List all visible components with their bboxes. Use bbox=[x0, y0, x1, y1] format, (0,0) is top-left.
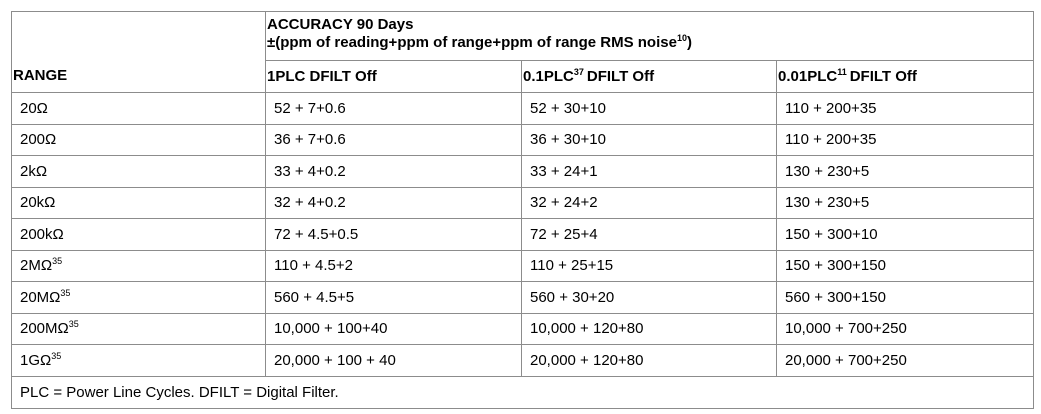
range-cell: 1GΩ35 bbox=[11, 344, 266, 377]
table-row: 200kΩ 72 + 4.5+0.5 72 + 25+4 150 + 300+10 bbox=[11, 218, 1035, 251]
value-cell: 32 + 4+0.2 bbox=[265, 186, 522, 219]
table-row: 1GΩ35 20,000 + 100 + 40 20,000 + 120+80 20,… bbox=[11, 344, 1035, 377]
value-cell: 10,000 + 120+80 bbox=[521, 312, 777, 345]
value-cell: 130 + 230+5 bbox=[775, 155, 1035, 188]
table-row: 200MΩ35 10,000 + 100+40 10,000 + 120+80 10,… bbox=[11, 312, 1035, 345]
value-cell: 52 + 30+10 bbox=[521, 92, 777, 125]
table-row: 20kΩ 32 + 4+0.2 32 + 24+2 130 + 230+5 bbox=[11, 186, 1035, 219]
value-cell: 72 + 4.5+0.5 bbox=[265, 218, 522, 251]
value-cell: 72 + 25+4 bbox=[521, 218, 777, 251]
range-header: RANGE bbox=[11, 11, 266, 93]
value-cell: 33 + 24+1 bbox=[521, 155, 777, 188]
value-cell: 110 + 25+15 bbox=[521, 249, 777, 282]
value-cell: 560 + 4.5+5 bbox=[265, 281, 522, 314]
accuracy-spec-table: RANGE ACCURACY 90 Days ±(ppm of reading+… bbox=[10, 11, 1035, 409]
table-row: 2kΩ 33 + 4+0.2 33 + 24+1 130 + 230+5 bbox=[11, 155, 1035, 188]
value-cell: 110 + 200+35 bbox=[775, 123, 1035, 156]
value-cell: 560 + 300+150 bbox=[775, 281, 1035, 314]
value-cell: 36 + 30+10 bbox=[521, 123, 777, 156]
value-cell: 52 + 7+0.6 bbox=[265, 92, 522, 125]
footnote-row: PLC = Power Line Cycles. DFILT = Digital… bbox=[10, 375, 1035, 409]
range-cell: 200kΩ bbox=[11, 218, 266, 251]
range-cell: 20Ω bbox=[11, 92, 266, 125]
column-header-0-01plc: 0.01PLC11 DFILT Off bbox=[775, 60, 1035, 93]
table-row: 20MΩ35 560 + 4.5+5 560 + 30+20 560 + 300+15… bbox=[11, 281, 1035, 314]
value-cell: 10,000 + 700+250 bbox=[775, 312, 1035, 345]
range-cell: 20kΩ bbox=[11, 186, 266, 219]
value-cell: 150 + 300+150 bbox=[775, 249, 1035, 282]
value-cell: 20,000 + 100 + 40 bbox=[265, 344, 522, 377]
value-cell: 32 + 24+2 bbox=[521, 186, 777, 219]
column-header-1plc: 1PLC DFILT Off bbox=[265, 60, 522, 93]
table-row: 200Ω 36 + 7+0.6 36 + 30+10 110 + 200+35 bbox=[11, 123, 1035, 156]
table-row: 2MΩ35 110 + 4.5+2 110 + 25+15 150 + 300+150 bbox=[11, 249, 1035, 282]
range-cell: 200MΩ35 bbox=[11, 312, 266, 345]
value-cell: 20,000 + 120+80 bbox=[521, 344, 777, 377]
value-cell: 36 + 7+0.6 bbox=[265, 123, 522, 156]
value-cell: 560 + 30+20 bbox=[521, 281, 777, 314]
table-row: 20Ω 52 + 7+0.6 52 + 30+10 110 + 200+35 bbox=[11, 92, 1035, 125]
range-cell: 2MΩ35 bbox=[11, 249, 266, 282]
value-cell: 110 + 4.5+2 bbox=[265, 249, 522, 282]
footnote: PLC = Power Line Cycles. DFILT = Digital… bbox=[10, 375, 1035, 409]
accuracy-subtitle: ±(ppm of reading+ppm of range+ppm of ran… bbox=[267, 33, 692, 52]
value-cell: 10,000 + 100+40 bbox=[265, 312, 522, 345]
range-cell: 20MΩ35 bbox=[11, 281, 266, 314]
value-cell: 130 + 230+5 bbox=[775, 186, 1035, 219]
value-cell: 33 + 4+0.2 bbox=[265, 155, 522, 188]
accuracy-header: ACCURACY 90 Days ±(ppm of reading+ppm of… bbox=[264, 11, 1035, 61]
range-cell: 2kΩ bbox=[11, 155, 266, 188]
value-cell: 150 + 300+10 bbox=[775, 218, 1035, 251]
value-cell: 110 + 200+35 bbox=[775, 92, 1035, 125]
range-cell: 200Ω bbox=[11, 123, 266, 156]
value-cell: 20,000 + 700+250 bbox=[775, 344, 1035, 377]
accuracy-title: ACCURACY 90 Days bbox=[267, 16, 414, 33]
column-header-0-1plc: 0.1PLC37 DFILT Off bbox=[521, 60, 777, 93]
